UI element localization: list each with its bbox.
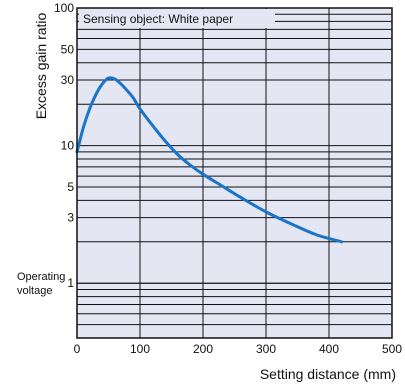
x-tick-label: 200 bbox=[193, 342, 213, 356]
x-tick-label: 100 bbox=[130, 342, 150, 356]
x-axis-label: Setting distance (mm) bbox=[260, 366, 396, 382]
y-axis-label: Excess gain ratio bbox=[33, 12, 49, 119]
operating-voltage-label-line2: voltage bbox=[17, 285, 52, 297]
y-tick-label: 50 bbox=[61, 42, 75, 56]
annotation-text: Sensing object: White paper bbox=[83, 12, 233, 26]
y-tick-label: 5 bbox=[67, 180, 74, 194]
x-tick-label: 0 bbox=[74, 342, 81, 356]
y-tick-label: 100 bbox=[54, 1, 74, 15]
annotation-box-group: Sensing object: White paper bbox=[79, 9, 275, 28]
x-tick-label: 400 bbox=[319, 342, 339, 356]
plot-background bbox=[77, 8, 392, 338]
y-tick-label: 10 bbox=[61, 139, 75, 153]
series-line-0 bbox=[75, 76, 344, 244]
grid-lines bbox=[77, 8, 392, 338]
series-layer bbox=[75, 76, 344, 244]
annotation-box bbox=[79, 9, 275, 28]
x-tick-label: 500 bbox=[382, 342, 402, 356]
tick-labels: 0 100 200 300 400 500 1 3 5 10 30 50 100 bbox=[54, 1, 402, 356]
operating-voltage-label-line1: Operating bbox=[17, 271, 65, 283]
y-tick-label: 1 bbox=[67, 276, 74, 290]
y-tick-label: 30 bbox=[61, 73, 75, 87]
y-tick-label: 3 bbox=[67, 211, 74, 225]
x-tick-label: 300 bbox=[256, 342, 276, 356]
plot-frame bbox=[76, 7, 393, 339]
